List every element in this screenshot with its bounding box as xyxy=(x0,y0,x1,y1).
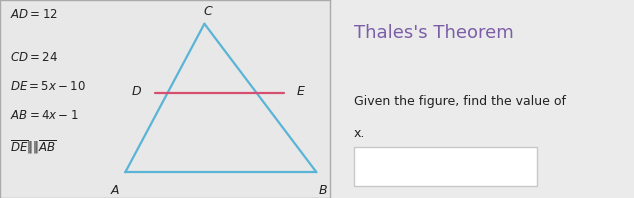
Text: $CD = 24$: $CD = 24$ xyxy=(10,51,58,65)
Text: B: B xyxy=(319,184,327,197)
Text: Thales's Theorem: Thales's Theorem xyxy=(354,24,514,42)
Text: x.: x. xyxy=(354,127,365,140)
Text: $AD = 12$: $AD = 12$ xyxy=(10,8,58,21)
Text: $\overline{DE}\|\|\overline{AB}$: $\overline{DE}\|\|\overline{AB}$ xyxy=(10,138,56,156)
Text: D: D xyxy=(132,85,142,98)
Text: Given the figure, find the value of: Given the figure, find the value of xyxy=(354,95,566,108)
Text: $DE = 5x - 10$: $DE = 5x - 10$ xyxy=(10,80,86,93)
Text: C: C xyxy=(204,5,212,18)
Text: E: E xyxy=(297,85,304,98)
Text: $AB = 4x - 1$: $AB = 4x - 1$ xyxy=(10,109,78,122)
Text: A: A xyxy=(111,184,120,197)
FancyBboxPatch shape xyxy=(354,147,536,186)
